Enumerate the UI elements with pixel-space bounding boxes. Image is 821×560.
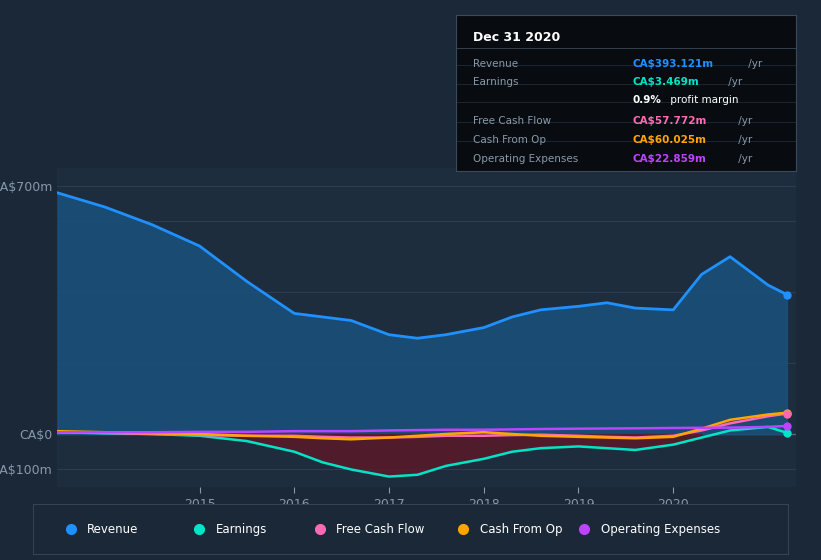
Text: Cash From Op: Cash From Op	[473, 135, 546, 145]
Text: Revenue: Revenue	[87, 522, 139, 536]
Text: 0.9%: 0.9%	[633, 95, 662, 105]
Text: /yr: /yr	[745, 59, 763, 69]
Text: Earnings: Earnings	[473, 77, 518, 87]
Text: /yr: /yr	[735, 115, 752, 125]
Text: Operating Expenses: Operating Expenses	[601, 522, 720, 536]
Text: Free Cash Flow: Free Cash Flow	[337, 522, 424, 536]
Text: /yr: /yr	[735, 135, 752, 145]
Text: CA$393.121m: CA$393.121m	[633, 59, 714, 69]
Text: Free Cash Flow: Free Cash Flow	[473, 115, 551, 125]
Text: /yr: /yr	[725, 77, 742, 87]
Text: Cash From Op: Cash From Op	[480, 522, 562, 536]
Text: CA$60.025m: CA$60.025m	[633, 135, 707, 145]
Text: Operating Expenses: Operating Expenses	[473, 155, 578, 165]
Text: Dec 31 2020: Dec 31 2020	[473, 31, 560, 44]
Text: profit margin: profit margin	[667, 95, 738, 105]
Text: CA$57.772m: CA$57.772m	[633, 115, 707, 125]
Text: Earnings: Earnings	[216, 522, 267, 536]
Text: CA$3.469m: CA$3.469m	[633, 77, 699, 87]
Text: Revenue: Revenue	[473, 59, 518, 69]
Text: CA$22.859m: CA$22.859m	[633, 155, 707, 165]
Text: /yr: /yr	[735, 155, 752, 165]
